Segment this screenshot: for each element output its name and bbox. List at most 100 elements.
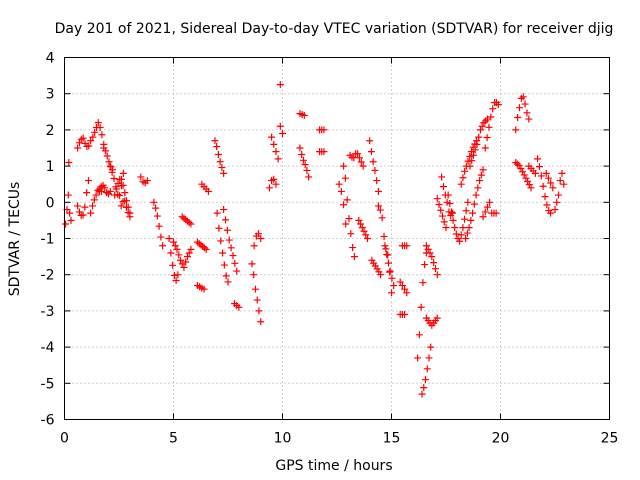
data-point	[383, 250, 391, 258]
data-point	[187, 245, 195, 253]
data-point	[354, 150, 362, 158]
x-tick-label: 20	[492, 431, 510, 447]
data-point	[298, 151, 306, 159]
data-point	[355, 154, 363, 162]
data-point	[183, 253, 191, 261]
data-point	[357, 220, 365, 228]
data-point	[157, 233, 165, 241]
data-point	[173, 245, 181, 253]
data-point	[461, 167, 469, 175]
data-point	[169, 261, 177, 269]
data-point	[67, 216, 75, 224]
data-point	[122, 203, 130, 211]
data-point	[220, 169, 228, 177]
y-axis-label: SDTVAR / TECUs	[7, 182, 23, 297]
data-point	[359, 162, 367, 170]
data-point	[390, 282, 398, 290]
data-point	[473, 140, 481, 148]
data-point	[155, 222, 163, 230]
data-point	[419, 279, 427, 287]
data-point	[423, 365, 431, 373]
data-point	[386, 267, 394, 275]
data-point	[476, 126, 484, 134]
data-point	[469, 151, 477, 159]
data-point	[200, 285, 208, 293]
data-point	[476, 177, 484, 185]
data-point	[388, 274, 396, 282]
data-point	[303, 166, 311, 174]
data-point	[474, 184, 482, 192]
data-point	[153, 212, 161, 220]
data-point	[440, 218, 448, 226]
data-point	[553, 198, 561, 206]
data-point	[360, 227, 368, 235]
data-point	[487, 113, 495, 121]
data-point	[182, 258, 190, 266]
data-point	[514, 113, 522, 121]
data-point	[91, 128, 99, 136]
data-point	[229, 252, 237, 260]
data-point	[381, 242, 389, 250]
data-point	[373, 177, 381, 185]
data-point	[65, 158, 73, 166]
data-point	[544, 174, 552, 182]
data-point	[401, 285, 409, 293]
data-point	[554, 191, 562, 199]
y-tick-label: -4	[41, 340, 55, 356]
data-point	[384, 259, 392, 267]
data-point	[105, 158, 113, 166]
data-point	[494, 101, 502, 109]
data-point	[525, 115, 533, 123]
data-point	[159, 242, 167, 250]
data-point	[466, 162, 474, 170]
data-point	[470, 200, 478, 208]
data-point	[272, 148, 280, 156]
data-point	[369, 158, 377, 166]
data-point	[465, 224, 473, 232]
data-point	[456, 237, 464, 245]
data-point	[492, 209, 500, 217]
data-point	[96, 123, 104, 131]
data-point	[347, 230, 355, 238]
data-point	[213, 209, 221, 217]
data-point	[62, 220, 70, 228]
y-tick-label: 2	[46, 123, 55, 139]
data-point	[143, 177, 151, 185]
data-point	[211, 137, 219, 145]
data-point	[152, 204, 160, 212]
y-tick-label: 1	[46, 159, 55, 175]
data-point	[421, 261, 429, 269]
data-point	[459, 224, 467, 232]
data-point	[459, 174, 467, 182]
data-point	[449, 209, 457, 217]
data-point	[479, 166, 487, 174]
data-point	[87, 209, 95, 217]
data-point	[467, 216, 475, 224]
data-point	[250, 242, 258, 250]
data-point	[167, 249, 175, 257]
data-point	[81, 203, 89, 211]
data-point	[305, 173, 313, 181]
data-point	[403, 242, 411, 250]
data-point	[472, 191, 480, 199]
data-point	[106, 187, 114, 195]
data-point	[520, 171, 528, 179]
x-tick-label: 15	[383, 431, 401, 447]
data-point	[121, 197, 129, 205]
data-point	[74, 202, 82, 210]
data-point	[223, 226, 231, 234]
data-point	[431, 265, 439, 273]
data-point	[377, 271, 385, 279]
data-point	[213, 143, 221, 151]
data-point	[524, 177, 532, 185]
data-point	[435, 200, 443, 208]
y-tick-label: 0	[46, 195, 55, 211]
data-point	[481, 144, 489, 152]
data-point	[547, 179, 555, 187]
data-point	[202, 245, 210, 253]
data-point	[362, 231, 370, 239]
data-point	[483, 134, 491, 142]
data-point	[551, 206, 559, 214]
